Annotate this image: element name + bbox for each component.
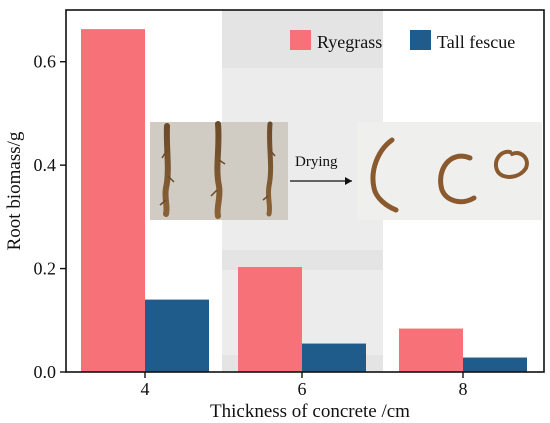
- bars-group: [81, 29, 527, 373]
- plot-frame: [65, 9, 545, 373]
- drying-label: Drying: [295, 154, 338, 170]
- legend-label-ryegrass: Ryegrass: [317, 32, 382, 52]
- bar-ryegrass-6: [238, 267, 302, 372]
- y-axis: 0.0 0.2 0.4 0.6: [34, 52, 66, 382]
- drying-arrow: [290, 177, 352, 185]
- bar-ryegrass-8: [399, 328, 463, 372]
- bar-tall-fescue-6: [302, 343, 366, 372]
- x-axis: 4 6 8: [141, 372, 468, 399]
- y-tick-label: 0.4: [34, 155, 57, 175]
- bar-tall-fescue-4: [145, 299, 209, 372]
- x-tick-label: 8: [459, 379, 468, 399]
- legend: Ryegrass Tall fescue: [290, 30, 515, 52]
- bar-tall-fescue-8: [463, 357, 527, 372]
- legend-swatch-ryegrass: [290, 30, 311, 50]
- x-axis-label: Thickness of concrete /cm: [210, 401, 410, 422]
- legend-swatch-tall-fescue: [410, 30, 431, 50]
- bar-ryegrass-4: [81, 29, 145, 373]
- inset-photos: Drying: [150, 121, 542, 220]
- y-axis-label: Root biomass/g: [4, 131, 25, 250]
- x-tick-label: 6: [298, 379, 307, 399]
- dried-roots-photo: [357, 122, 542, 220]
- y-tick-label: 0.6: [34, 52, 57, 72]
- legend-label-tall-fescue: Tall fescue: [437, 32, 515, 52]
- y-tick-label: 0.0: [34, 362, 57, 382]
- y-tick-label: 0.2: [34, 259, 57, 279]
- fresh-roots-photo: [150, 121, 288, 220]
- x-tick-label: 4: [141, 379, 150, 399]
